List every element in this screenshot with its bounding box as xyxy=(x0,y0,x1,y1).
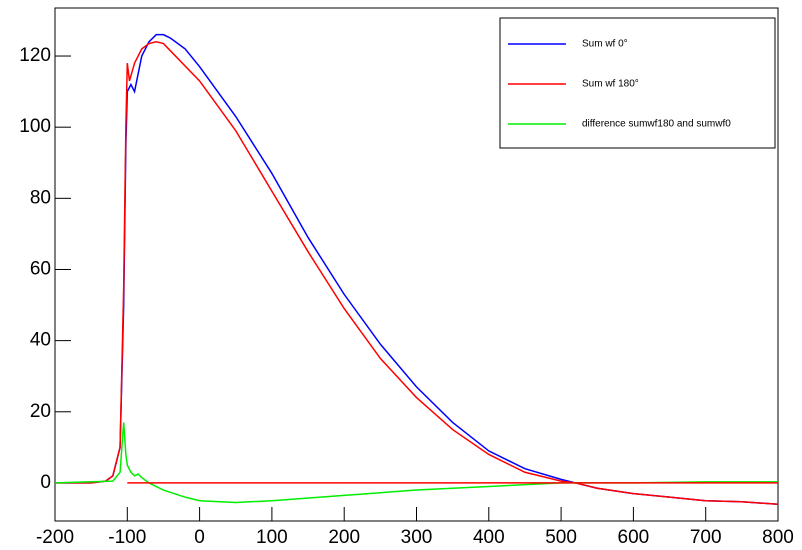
x-tick-label: -200 xyxy=(36,527,74,548)
x-tick-label: 400 xyxy=(473,527,505,548)
x-tick-label: 500 xyxy=(545,527,577,548)
legend-box xyxy=(499,17,776,149)
line-series xyxy=(55,41,779,506)
x-tick-label: -100 xyxy=(108,527,146,548)
x-tick-label: 700 xyxy=(690,527,722,548)
line-series xyxy=(54,422,778,504)
y-tick-label: 100 xyxy=(19,116,51,137)
x-tick-label: 200 xyxy=(328,527,360,548)
y-tick-label: 40 xyxy=(30,330,51,351)
legend-label: difference sumwf180 and sumwf0 xyxy=(582,119,731,130)
y-tick-label: 120 xyxy=(19,45,51,66)
x-tick-label: 300 xyxy=(401,527,433,548)
legend-label: Sum wf 0° xyxy=(582,39,628,50)
y-tick-label: 0 xyxy=(40,472,51,493)
legend-label: Sum wf 180° xyxy=(582,79,639,90)
x-tick-label: 100 xyxy=(256,527,288,548)
y-tick-label: 80 xyxy=(30,187,51,208)
x-tick-label: 800 xyxy=(762,527,794,548)
y-tick-label: 20 xyxy=(30,401,51,422)
x-tick-label: 0 xyxy=(194,527,205,548)
y-tick-label: 60 xyxy=(30,258,51,279)
x-tick-label: 600 xyxy=(618,527,650,548)
